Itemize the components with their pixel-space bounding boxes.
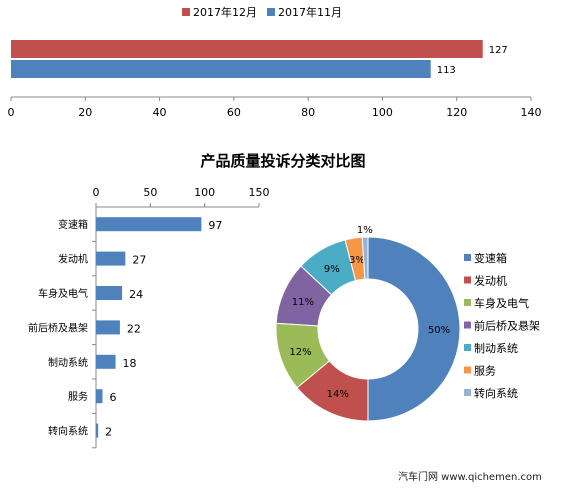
chart-title: 产品质量投诉分类对比图	[200, 152, 365, 170]
category-bar-5	[96, 389, 103, 404]
category-label-4: 制动系统	[48, 356, 88, 369]
legend-label-1: 2017年11月	[278, 5, 342, 19]
top-tick-label-2: 100	[194, 186, 215, 199]
data-label-1: 113	[437, 65, 456, 76]
category-bar-6	[96, 423, 99, 438]
category-label-6: 转向系统	[48, 425, 88, 438]
donut-legend-swatch-2	[464, 299, 471, 306]
x-tick-label-6: 120	[446, 106, 467, 119]
category-label-5: 服务	[68, 390, 88, 403]
monthly-comparison-chart: 2017年12月 2017年11月 127 113 0 20 40 60 80 100 120 140	[8, 5, 542, 119]
donut-legend-swatch-5	[464, 366, 471, 374]
donut-legend-label-4: 制动系统	[474, 342, 518, 355]
donut-slice-0	[367, 236, 461, 422]
legend-label-0: 2017年12月	[193, 5, 257, 19]
x-tick-label-4: 80	[301, 106, 315, 119]
legend-swatch-0	[182, 8, 190, 16]
x-tick-label-7: 140	[521, 106, 542, 119]
donut-legend-swatch-1	[464, 276, 471, 284]
category-value-5: 6	[110, 391, 117, 404]
watermark-text: 汽车门网 www.qichemen.com	[398, 472, 542, 483]
category-bar-0	[96, 217, 202, 232]
donut-legend-swatch-3	[464, 321, 471, 329]
donut-legend-label-2: 车身及电气	[474, 296, 529, 310]
category-label-2: 车身及电气	[38, 287, 88, 300]
donut-legend-label-1: 发动机	[474, 274, 507, 288]
category-bar-2	[96, 286, 123, 300]
donut-label-6: 1%	[357, 225, 373, 236]
category-bar-3	[96, 320, 120, 335]
bar-0	[11, 40, 483, 58]
category-value-1: 27	[132, 254, 146, 267]
category-value-2: 24	[129, 288, 143, 301]
data-label-0: 127	[489, 45, 508, 56]
top-tick-label-3: 150	[249, 186, 270, 199]
donut-legend-label-5: 服务	[474, 365, 496, 378]
donut-label-0: 50%	[428, 325, 450, 336]
top-tick-label-1: 50	[143, 186, 157, 199]
category-donut-chart: 50% 14% 12% 11% 9% 3% 1%	[275, 225, 461, 422]
donut-legend-swatch-6	[464, 389, 471, 396]
donut-legend-swatch-4	[464, 344, 471, 351]
donut-legend-label-0: 变速箱	[474, 251, 507, 265]
donut-label-1: 14%	[327, 389, 349, 400]
donut-legend-label-6: 转向系统	[474, 386, 518, 400]
category-value-3: 22	[127, 322, 141, 335]
category-value-4: 18	[123, 357, 137, 370]
donut-label-3: 11%	[292, 297, 314, 308]
category-value-6: 2	[105, 426, 112, 439]
x-tick-label-2: 40	[153, 106, 167, 119]
category-bar-4	[96, 354, 116, 369]
category-bar-chart: 0 50 100 150 变速箱 97 发动机 27 车身及电气 24 前后桥及悬架 22 制动系统 18…	[28, 186, 270, 449]
legend-swatch-1	[267, 8, 275, 16]
donut-slice-6	[361, 236, 369, 280]
category-label-1: 发动机	[58, 253, 88, 266]
donut-legend-swatch-0	[464, 254, 471, 261]
bar-1	[11, 60, 431, 78]
x-tick-label-1: 20	[78, 106, 92, 119]
donut-label-2: 12%	[289, 347, 311, 358]
x-tick-label-3: 60	[227, 106, 241, 119]
donut-legend-label-3: 前后桥及悬架	[474, 319, 540, 333]
category-label-3: 前后桥及悬架	[28, 321, 88, 334]
x-tick-label-5: 100	[372, 106, 393, 119]
category-label-0: 变速箱	[58, 218, 88, 231]
top-tick-label-0: 0	[93, 186, 100, 199]
x-tick-label-0: 0	[8, 106, 15, 119]
category-value-0: 97	[208, 219, 222, 232]
category-bar-1	[96, 251, 126, 266]
donut-label-5: 3%	[349, 255, 365, 266]
donut-label-4: 9%	[324, 264, 340, 275]
